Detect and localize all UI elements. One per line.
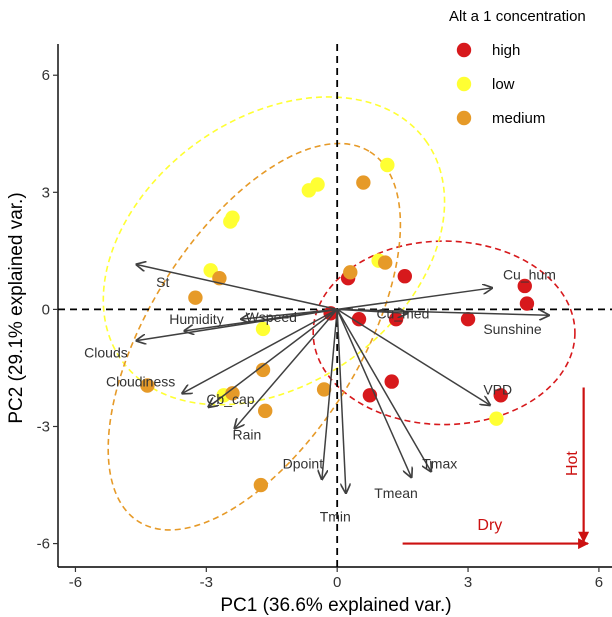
loading-arrow-st bbox=[137, 265, 338, 311]
loading-label-dpoint: Dpoint bbox=[283, 456, 324, 472]
ellipse-medium bbox=[107, 142, 402, 531]
x-tick-label: 3 bbox=[464, 574, 472, 591]
point-medium bbox=[377, 255, 393, 270]
y-tick-label: 0 bbox=[42, 301, 50, 318]
point-medium bbox=[255, 362, 271, 378]
y-tick-label: -3 bbox=[37, 418, 50, 435]
legend-label-high: high bbox=[492, 42, 520, 59]
annotation-label-dry: Dry bbox=[477, 517, 502, 534]
point-high bbox=[519, 296, 535, 311]
loading-arrow-dpoint bbox=[322, 309, 338, 479]
point-low bbox=[301, 183, 317, 198]
point-medium bbox=[140, 378, 155, 393]
y-tick-label: -6 bbox=[37, 536, 50, 553]
x-tick-label: 6 bbox=[595, 574, 603, 591]
x-tick-label: 0 bbox=[333, 574, 341, 591]
loading-arrow-cu_hum bbox=[337, 288, 492, 311]
point-medium bbox=[316, 382, 332, 397]
point-high bbox=[351, 311, 367, 327]
point-medium bbox=[188, 290, 203, 305]
legend: Alt a 1 concentration high low medium bbox=[449, 8, 586, 127]
x-axis-title: PC1 (36.6% explained var.) bbox=[220, 595, 451, 616]
legend-label-medium: medium bbox=[492, 110, 545, 127]
loading-arrow-rain bbox=[235, 308, 338, 428]
loading-label-sunshine: Sunshine bbox=[483, 321, 542, 337]
point-high bbox=[397, 269, 412, 284]
legend-swatch-low bbox=[456, 76, 472, 92]
point-medium bbox=[253, 477, 269, 493]
point-low bbox=[489, 411, 504, 426]
point-medium bbox=[258, 403, 273, 419]
annotations: Dry Hot bbox=[402, 387, 590, 550]
point-medium bbox=[225, 386, 240, 401]
loading-arrow-cu_med bbox=[337, 309, 407, 313]
point-low bbox=[223, 214, 238, 229]
y-tick-label: 3 bbox=[42, 184, 50, 201]
point-low bbox=[380, 157, 395, 173]
y-tick-label: 6 bbox=[42, 67, 50, 84]
loading-label-rain: Rain bbox=[232, 426, 261, 442]
point-medium bbox=[343, 265, 358, 280]
point-high bbox=[460, 311, 476, 327]
loading-label-wspeed: Wspeed bbox=[246, 309, 297, 325]
loading-label-tmin: Tmin bbox=[320, 508, 351, 524]
x-tick-label: -3 bbox=[200, 574, 213, 591]
legend-swatch-medium bbox=[456, 110, 472, 126]
loading-label-cb_cap: Cb_cap bbox=[206, 391, 254, 407]
loading-arrow-tmin bbox=[336, 309, 346, 492]
axes: -6 -3 0 3 6 -6 -3 0 3 6 bbox=[37, 44, 612, 591]
legend-swatch-high bbox=[456, 42, 472, 58]
loading-label-st: St bbox=[156, 274, 169, 290]
point-high bbox=[384, 374, 399, 389]
ellipse-low bbox=[102, 96, 446, 406]
loading-arrow-cloudiness bbox=[182, 308, 338, 393]
loading-label-humidity: Humidity bbox=[169, 311, 223, 327]
loading-arrow-vpd bbox=[336, 308, 490, 405]
point-high bbox=[517, 278, 532, 294]
loading-label-cloudiness: Cloudiness bbox=[106, 374, 175, 390]
ellipse-high bbox=[312, 240, 576, 426]
loading-arrow-tmean bbox=[336, 309, 411, 477]
legend-title: Alt a 1 concentration bbox=[449, 8, 586, 25]
point-high bbox=[493, 388, 508, 403]
loading-label-cu_med: Cu_med bbox=[376, 305, 429, 321]
loading-arrows bbox=[137, 265, 549, 493]
point-medium bbox=[356, 175, 371, 190]
x-tick-label: -6 bbox=[69, 574, 82, 591]
loading-label-tmean: Tmean bbox=[374, 485, 418, 501]
loading-arrow-tmax bbox=[336, 309, 431, 471]
point-low bbox=[255, 321, 271, 337]
loading-labels: Cu_hum Sunshine Cu_med VPD St Wspeed Humidity C… bbox=[84, 266, 556, 524]
loading-arrow-cb_cap bbox=[208, 308, 338, 407]
loading-label-vpd: VPD bbox=[483, 381, 512, 397]
loading-label-tmax: Tmax bbox=[422, 456, 457, 472]
loading-arrow-clouds bbox=[137, 308, 338, 340]
legend-label-low: low bbox=[492, 76, 515, 93]
confidence-ellipses bbox=[102, 96, 576, 531]
annotation-label-hot: Hot bbox=[564, 451, 581, 476]
loading-arrow-sunshine bbox=[337, 308, 549, 315]
y-axis-title: PC2 (29.1% explained var.) bbox=[6, 192, 27, 423]
loading-label-cu_hum: Cu_hum bbox=[503, 266, 556, 282]
loading-label-clouds: Clouds bbox=[84, 344, 128, 360]
